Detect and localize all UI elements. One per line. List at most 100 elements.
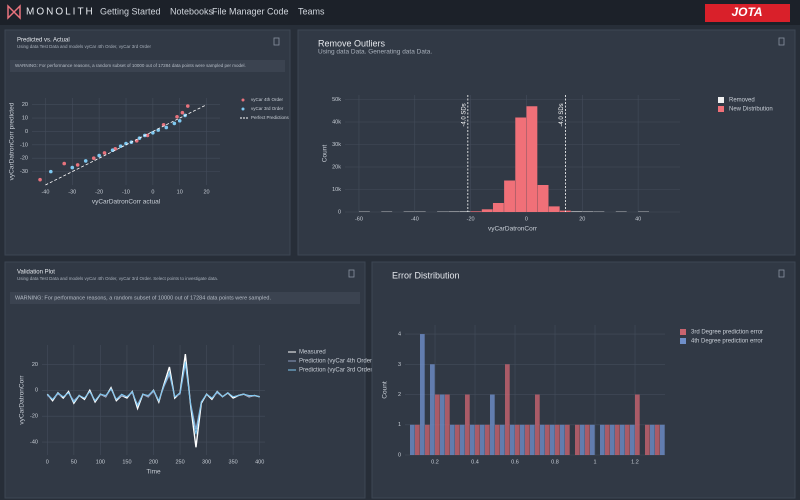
y-tick-label: 0	[25, 129, 28, 135]
panel-title: Predicted vs. Actual	[17, 38, 70, 44]
histogram-bar	[425, 424, 430, 455]
panel	[371, 261, 796, 499]
scatter-point	[180, 110, 185, 115]
histogram-bar	[492, 203, 504, 212]
nav-bar	[0, 0, 800, 25]
legend-swatch	[241, 107, 245, 111]
histogram-bar	[565, 424, 570, 455]
menu-icon	[273, 37, 280, 46]
histogram-bar	[555, 424, 560, 455]
histogram-bar	[660, 424, 665, 455]
histogram-bar	[481, 209, 493, 212]
annotation-label: -4.0 SDs	[559, 103, 565, 126]
histogram-bar	[600, 424, 605, 455]
x-tick-label: 350	[229, 459, 238, 465]
x-tick-label: 0.6	[511, 459, 519, 465]
scatter-point	[91, 156, 96, 161]
legend-label: Prediction (vyCar 4th Order)	[299, 359, 374, 365]
histogram-bar	[645, 424, 650, 455]
histogram-bar	[505, 364, 510, 455]
histogram-bar	[540, 424, 545, 455]
y-tick-label: 0	[35, 388, 38, 394]
scatter-point	[118, 144, 123, 148]
y-tick-label: 3	[398, 362, 401, 368]
y-tick-label: 10k	[332, 187, 341, 193]
legend-label: vyCar 4th Order	[251, 97, 284, 102]
histogram-bar	[470, 211, 482, 212]
x-tick-label: -20	[95, 189, 103, 195]
legend-label: vyCar 3rd Order	[251, 106, 284, 111]
panel-subtitle: Using data Test Data and models vyCar 4t…	[17, 44, 151, 49]
legend-label: Removed	[729, 98, 755, 104]
histogram-bar	[475, 424, 480, 455]
scatter-point	[161, 122, 166, 127]
brand: MONOLITH	[26, 7, 95, 18]
panel-subtitle: Using data Data. Generating data Data.	[318, 49, 432, 56]
annotation-label: -4.0 SDs	[461, 103, 467, 126]
histogram-bar	[430, 364, 435, 455]
x-tick-label: -10	[122, 189, 130, 195]
x-tick-label: 0.8	[551, 459, 559, 465]
x-tick-label: 1	[593, 459, 596, 465]
x-tick-label: -30	[68, 189, 76, 195]
histogram-bar	[580, 424, 585, 455]
x-tick-label: 40	[635, 216, 641, 222]
scatter-point	[62, 161, 67, 166]
panel-title: Validation Plot	[17, 270, 55, 276]
x-tick-label: 50	[71, 459, 77, 465]
histogram-bar	[515, 117, 527, 212]
x-tick-label: -40	[411, 216, 419, 222]
histogram-bar	[460, 424, 465, 455]
nav-item[interactable]: Notebooks	[170, 6, 214, 16]
histogram-bar	[415, 424, 420, 455]
y-tick-label: 1	[398, 422, 401, 428]
histogram-bar	[550, 424, 555, 455]
scatter-point	[38, 177, 42, 182]
nav-item[interactable]: File Manager	[212, 6, 265, 16]
legend-label: Perfect Predictions	[251, 115, 290, 120]
y-tick-label: 50k	[332, 97, 341, 103]
y-tick-label: 0	[338, 209, 341, 215]
nav-item[interactable]: Teams	[298, 6, 325, 16]
scatter-point	[70, 165, 75, 170]
y-tick-label: 20	[22, 102, 28, 108]
x-axis-label: vyCarDatronCorr	[488, 226, 538, 233]
histogram-bar	[620, 424, 625, 455]
y-tick-label: 20	[32, 362, 38, 368]
histogram-bar	[535, 394, 540, 455]
nav-item[interactable]: Getting Started	[100, 6, 161, 16]
histogram-bar	[537, 185, 549, 212]
logo-box	[705, 4, 790, 22]
y-tick-label: 4	[398, 332, 401, 338]
histogram-bar	[625, 424, 630, 455]
menu-icon	[778, 269, 785, 278]
histogram-bar	[635, 394, 640, 455]
y-tick-label: 10	[22, 116, 28, 122]
x-axis-label: vyCarDatronCorr actual	[92, 199, 161, 206]
warning-box	[10, 292, 360, 304]
nav-item[interactable]: Code	[267, 6, 289, 16]
scatter-point	[185, 104, 190, 108]
x-tick-label: 10	[177, 189, 183, 195]
histogram-bar	[545, 424, 550, 455]
x-tick-label: 300	[202, 459, 211, 465]
scatter-point	[97, 153, 101, 158]
scatter-point	[177, 118, 182, 123]
y-tick-label: 20k	[332, 164, 341, 170]
warning: WARNING: For performance reasons, a rand…	[15, 63, 246, 68]
x-tick-label: 20	[204, 189, 210, 195]
y-tick-label: -40	[30, 440, 38, 446]
histogram-bar	[615, 424, 620, 455]
x-tick-label: 250	[175, 459, 184, 465]
panel-subtitle: Using data Test Data and models vyCar 4t…	[17, 276, 218, 281]
logo: JOTA	[731, 5, 762, 19]
y-tick-label: -20	[20, 156, 28, 162]
warning-box	[10, 60, 285, 72]
x-tick-label: -60	[355, 216, 363, 222]
x-tick-label: 0	[151, 189, 154, 195]
menu-icon	[778, 37, 785, 46]
panel-title: Remove Outliers	[318, 38, 386, 48]
legend-swatch	[718, 106, 724, 112]
